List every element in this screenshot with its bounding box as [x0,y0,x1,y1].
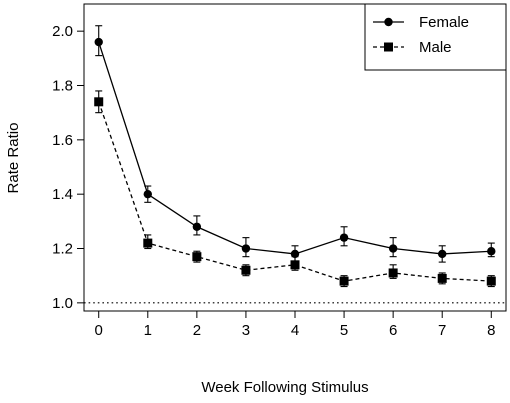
data-point-male [241,265,251,275]
series-line-female [98,41,492,255]
y-tick-label: 2.0 [52,23,73,40]
data-point-female [143,189,152,199]
data-point-male [290,260,300,270]
x-tick-label: 2 [193,322,201,339]
data-point-male [388,268,398,278]
legend-box [364,3,507,71]
legend-female-marker [384,17,393,27]
data-point-male [339,276,349,286]
x-tick-label: 8 [487,322,495,339]
legend-female-label: Female [419,14,469,31]
data-point-female [290,249,300,259]
data-point-male [486,276,496,286]
legend-male-marker [384,42,393,52]
data-point-male [192,252,202,262]
y-tick-label: 1.8 [52,78,73,95]
x-tick-label: 7 [438,322,446,339]
data-point-female [339,233,349,242]
legend: Female Male [364,3,507,71]
data-point-female [241,244,251,253]
data-point-female [192,222,202,231]
data-point-male [143,238,153,248]
series-layer [94,25,496,288]
y-axis-title: Rate Ratio [5,123,22,194]
y-tick-label: 1.0 [52,295,73,312]
x-tick-label: 6 [389,322,397,339]
y-tick-label: 1.4 [52,186,73,203]
y-tick-label: 1.2 [52,241,73,258]
x-tick-label: 3 [242,322,250,339]
data-point-female [94,37,103,47]
legend-male-label: Male [419,39,452,56]
data-point-male [437,273,447,283]
x-tick-label: 1 [144,322,152,339]
data-point-female [388,244,398,253]
data-point-female [438,249,447,259]
series-male [94,90,496,288]
x-tick-label: 5 [340,322,348,339]
series-line-male [98,101,492,282]
x-axis: 0 1 2 3 4 5 6 7 8 [95,311,495,339]
x-tick-label: 4 [291,322,299,339]
data-point-female [487,247,496,256]
y-tick-label: 1.6 [52,132,73,149]
x-axis-title: Week Following Stimulus [201,379,368,396]
data-point-male [94,97,104,107]
x-tick-label: 0 [95,322,103,339]
y-axis: 1.0 1.2 1.4 1.6 1.8 2.0 [52,23,84,312]
